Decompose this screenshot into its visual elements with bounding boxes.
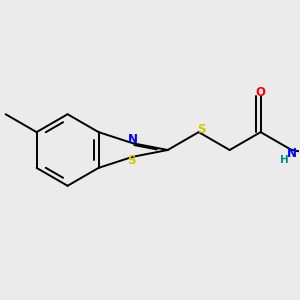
Text: H: H	[280, 155, 289, 165]
Text: S: S	[128, 154, 136, 167]
Text: N: N	[286, 147, 297, 160]
Text: N: N	[128, 133, 138, 146]
Text: O: O	[256, 86, 266, 99]
Text: S: S	[197, 123, 206, 136]
